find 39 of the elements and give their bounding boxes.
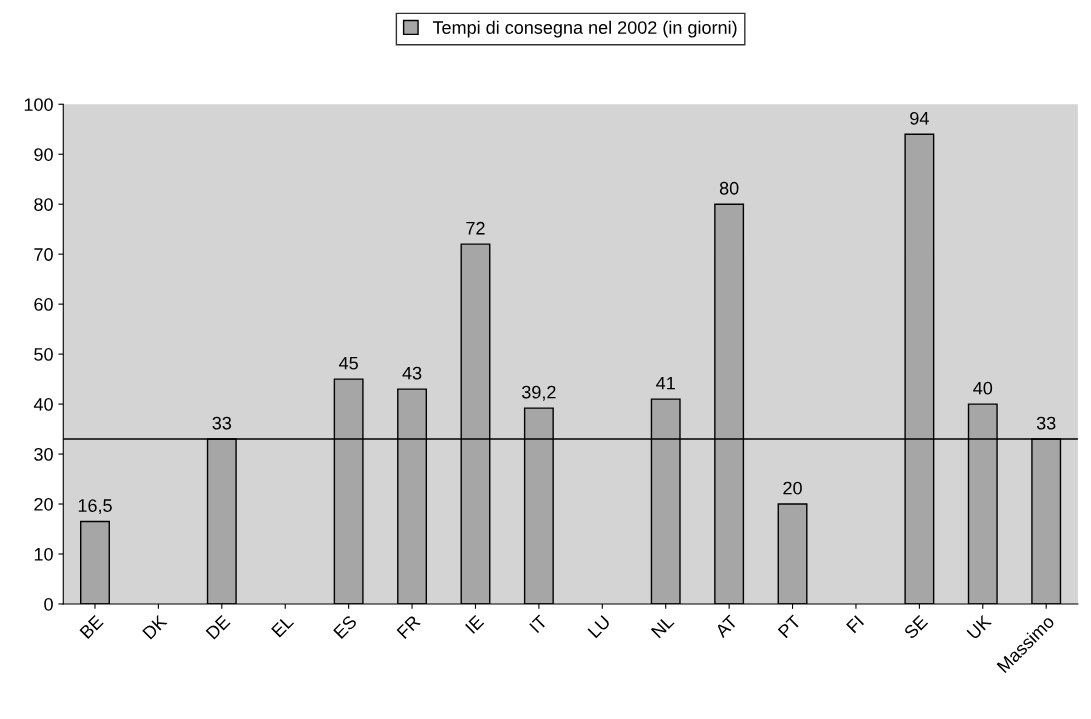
y-tick-label: 100 xyxy=(24,98,53,111)
x-tick-label: NL xyxy=(650,614,675,639)
data-label: 72 xyxy=(466,221,485,235)
legend-label: Tempi di consegna nel 2002 (in giorni) xyxy=(432,20,737,38)
data-label: 45 xyxy=(339,356,358,370)
data-label: 39,2 xyxy=(522,385,556,401)
y-tick-label: 10 xyxy=(34,547,53,561)
x-tick-label: FI xyxy=(846,615,865,634)
data-label: 16,5 xyxy=(78,499,112,515)
data-label: 33 xyxy=(1036,416,1056,430)
y-tick-label: 80 xyxy=(34,198,53,211)
data-label: 43 xyxy=(402,366,422,380)
x-tick-label: AT xyxy=(714,614,739,639)
data-label: 33 xyxy=(212,416,232,430)
y-tick-label: 30 xyxy=(34,447,53,461)
data-label: 41 xyxy=(656,376,675,390)
x-tick-label: IE xyxy=(465,614,485,634)
x-tick-label: DE xyxy=(205,614,231,640)
x-tick-label: ES xyxy=(332,614,358,640)
x-tick-label: PT xyxy=(777,614,802,639)
x-tick-label: SE xyxy=(903,614,929,640)
x-tick-label: IT xyxy=(529,614,548,634)
data-label: 20 xyxy=(783,481,802,495)
x-tick-label: LU xyxy=(587,615,611,639)
y-tick-label: 40 xyxy=(33,398,53,411)
x-tick-label: DK xyxy=(142,614,168,640)
x-tick-label: UK xyxy=(966,614,993,640)
data-label: 80 xyxy=(719,181,739,195)
x-tick-label: EL xyxy=(271,614,295,638)
y-tick-label: 50 xyxy=(34,348,53,361)
x-tick-label: BE xyxy=(79,614,104,639)
data-label: 94 xyxy=(910,111,929,125)
y-tick-label: 90 xyxy=(34,148,53,161)
y-tick-label: 20 xyxy=(34,497,53,511)
y-tick-label: 70 xyxy=(34,248,53,261)
x-tick-label: FR xyxy=(396,614,421,639)
y-tick-label: 60 xyxy=(34,298,53,311)
y-tick-label: 0 xyxy=(44,597,53,611)
data-label: 40 xyxy=(973,381,993,395)
